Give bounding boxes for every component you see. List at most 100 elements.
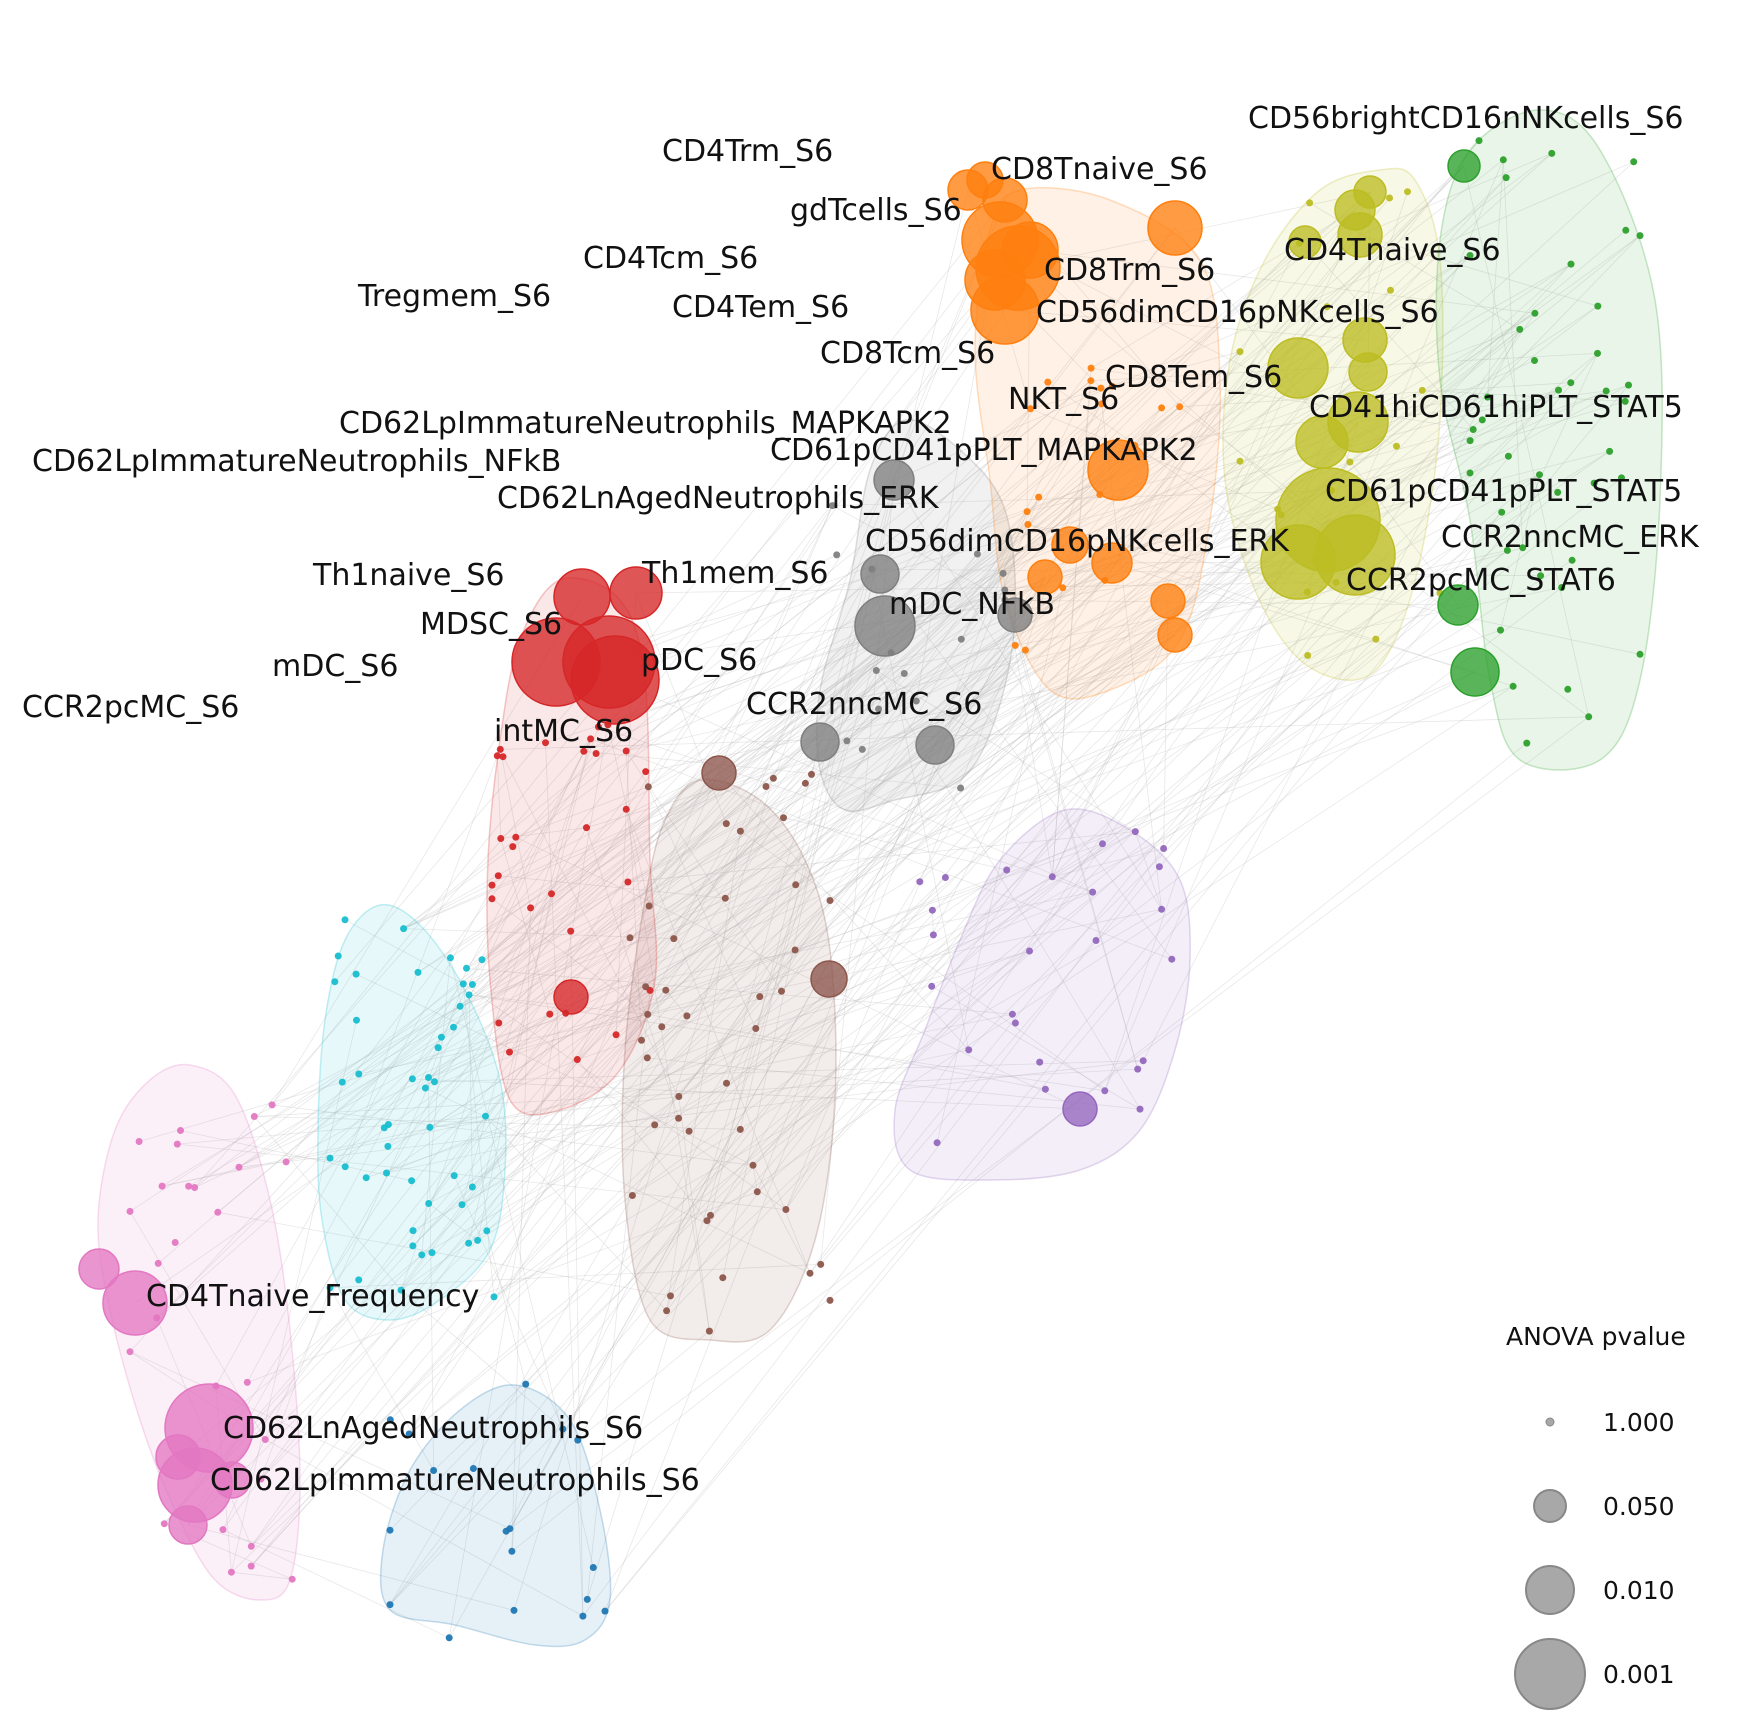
- network-edge: [829, 305, 1599, 901]
- node-label: CD62LpImmatureNeutrophils_NFkB: [32, 444, 561, 479]
- hull-cyan: [317, 903, 507, 1321]
- network-edge: [387, 1059, 578, 1147]
- node-pink-262: [135, 1138, 143, 1145]
- network-edge: [250, 986, 647, 1547]
- node-purple-183: [1011, 1019, 1019, 1027]
- network-edge: [586, 827, 679, 1119]
- node-green-50: [1466, 252, 1474, 259]
- network-edge: [429, 634, 1176, 1128]
- node-brown-157: [638, 1036, 645, 1044]
- node-brown-126: [719, 1274, 727, 1282]
- network-edge: [511, 907, 531, 1552]
- node-brown-129: [683, 1012, 691, 1020]
- node-purple-171: [1101, 1087, 1109, 1095]
- node-pink-249: [288, 1575, 296, 1583]
- node-pink-264: [247, 1562, 255, 1570]
- node-olive-37: [1386, 194, 1393, 202]
- node-brown-134: [756, 993, 764, 1001]
- network-edge: [387, 738, 591, 1147]
- node-labels: CD56brightCD16nNKcells_S6 CD4Trm_S6 CD8Tna…: [22, 101, 1700, 1498]
- network-edge: [502, 756, 680, 1097]
- network-edge: [665, 989, 688, 1017]
- network-edge: [485, 469, 1119, 1117]
- network-edge: [260, 255, 1471, 1480]
- network-edge: [627, 831, 1136, 883]
- network-edge: [428, 843, 1103, 1078]
- node-purple-172: [1041, 1085, 1049, 1093]
- network-edge: [582, 848, 1164, 1617]
- network-edge: [1027, 243, 1300, 525]
- node-label: CD61pCD41pPLT_MAPKAPK2: [770, 433, 1198, 468]
- node-cyan-239: [437, 1033, 445, 1041]
- network-edge: [551, 406, 1180, 895]
- node-green-65: [1636, 232, 1644, 240]
- network-edge: [832, 505, 1006, 601]
- node-orange-8: [1011, 641, 1019, 649]
- node-cyan-225: [458, 1201, 466, 1209]
- node-green-63: [1558, 584, 1566, 591]
- network-edge: [586, 990, 651, 1600]
- network-edge: [629, 580, 1106, 939]
- node-blue-275: [522, 1380, 530, 1388]
- node-label: Th1mem_S6: [641, 556, 828, 591]
- node-blue-280: [386, 1416, 394, 1424]
- network-edge: [425, 511, 1028, 1089]
- network-edge: [238, 634, 1176, 1168]
- network-edge: [614, 679, 1093, 893]
- network-edge: [1422, 390, 1626, 402]
- node-red-328: [570, 635, 660, 725]
- network-edge: [254, 1116, 741, 1130]
- node-cyan-207: [331, 978, 339, 986]
- node-gray-86: [828, 502, 836, 510]
- node-red-107: [592, 750, 600, 757]
- network-edge: [500, 408, 1031, 839]
- network-edge: [673, 568, 873, 939]
- network-edge: [893, 479, 1162, 910]
- node-blue-281: [469, 1465, 477, 1472]
- node-gray-84: [1001, 586, 1009, 594]
- node-label: pDC_S6: [641, 643, 757, 678]
- node-green-46: [1478, 416, 1486, 424]
- node-pink-254: [158, 1182, 166, 1190]
- network-edge: [739, 189, 969, 1130]
- network-edge: [509, 576, 1046, 1529]
- network-edge: [408, 403, 1103, 1435]
- node-green-42: [1497, 626, 1504, 634]
- network-edge: [1463, 165, 1590, 717]
- network-edge: [194, 738, 591, 1188]
- network-edge: [829, 161, 1634, 901]
- node-purple-195: [1160, 845, 1168, 852]
- network-edge: [358, 908, 1162, 1075]
- legend-marker-0001: [1514, 1638, 1586, 1710]
- node-purple-190: [1008, 1010, 1016, 1018]
- network-edge: [647, 1057, 1141, 1110]
- network-edge: [161, 508, 1278, 1187]
- node-cyan-213: [334, 952, 342, 960]
- node-olive-32: [1346, 458, 1354, 466]
- node-olive-305: [1337, 212, 1383, 258]
- node-purple-193: [1131, 828, 1139, 836]
- node-brown-167: [667, 1292, 674, 1300]
- node-red-100: [622, 805, 630, 813]
- network-edge: [647, 652, 892, 1015]
- node-red-108: [488, 881, 496, 889]
- network-edge: [871, 568, 1541, 577]
- network-edge: [509, 235, 1641, 1053]
- node-green-51: [1498, 508, 1506, 516]
- network-edge: [968, 511, 1502, 1051]
- network-edge: [832, 490, 1332, 506]
- node-pink-333: [78, 1248, 120, 1290]
- node-cyan-201: [352, 970, 360, 978]
- node-cyan-226: [428, 1249, 436, 1257]
- network-edge: [1091, 367, 1474, 430]
- node-pink-261: [243, 1378, 251, 1386]
- network-edge: [138, 949, 796, 1142]
- network-edge: [625, 380, 1092, 752]
- node-brown-127: [753, 1188, 761, 1196]
- network-edge: [577, 1330, 710, 1441]
- network-edge: [194, 1012, 566, 1188]
- node-green-47: [1585, 713, 1593, 721]
- node-orange-14: [1026, 405, 1034, 413]
- node-blue-279: [579, 1612, 587, 1620]
- node-green-72: [1594, 349, 1601, 357]
